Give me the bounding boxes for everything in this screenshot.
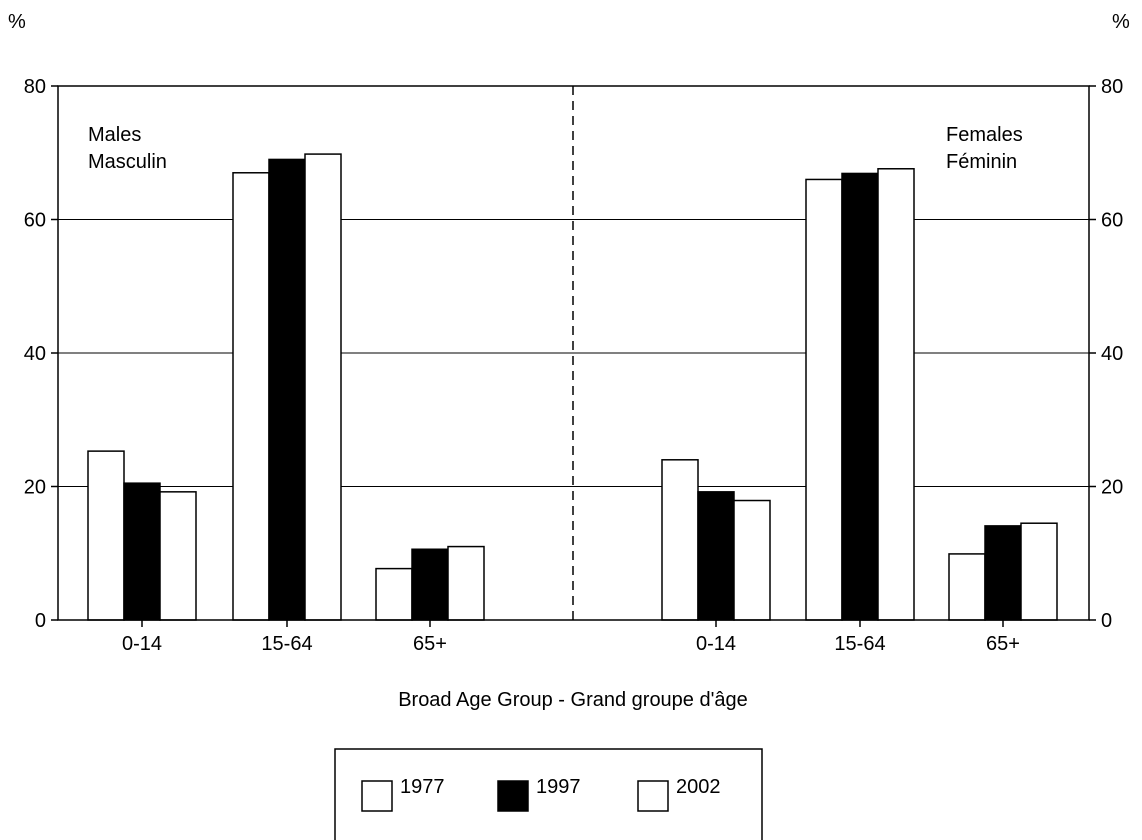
x-tick-label: 65+ [986, 633, 1020, 655]
y-tick-label-left: 20 [24, 477, 46, 499]
legend-label-1977: 1977 [400, 776, 445, 798]
panel-label-males-line1: Males [88, 124, 141, 146]
x-tick-label: 15-64 [261, 633, 312, 655]
bar-1997-15-64 [268, 158, 306, 621]
panel-label-males-line2: Masculin [88, 151, 167, 173]
x-axis-title: Broad Age Group - Grand groupe d'âge [398, 689, 748, 711]
y-tick-label-right: 0 [1101, 610, 1112, 632]
y-tick-label-left: 80 [24, 76, 46, 98]
bar-1977-65+ [948, 553, 986, 621]
bar-2002-15-64 [877, 168, 915, 621]
legend-label-2002: 2002 [676, 776, 721, 798]
bar-1977-0-14 [661, 459, 699, 621]
x-tick-label: 0-14 [122, 633, 162, 655]
legend-swatch-2002 [637, 780, 669, 812]
bar-1977-0-14 [87, 450, 125, 621]
bar-1977-65+ [375, 567, 413, 621]
bar-1997-65+ [984, 525, 1022, 621]
x-tick-label: 0-14 [696, 633, 736, 655]
bar-1997-0-14 [123, 482, 161, 621]
legend-swatch-1997 [497, 780, 529, 812]
bar-1977-15-64 [232, 172, 270, 621]
bar-2002-0-14 [159, 491, 197, 621]
x-tick-label: 15-64 [834, 633, 885, 655]
y-tick-label-right: 40 [1101, 343, 1123, 365]
y-ticks-left: 0 20 40 60 80 [24, 76, 58, 632]
panel-label-females-line2: Féminin [946, 151, 1017, 173]
bar-1997-15-64 [841, 172, 879, 621]
y-tick-label-right: 60 [1101, 210, 1123, 232]
bar-1997-0-14 [697, 491, 735, 621]
bar-2002-0-14 [733, 499, 771, 621]
y-axis-unit-left: % [8, 11, 26, 33]
x-ticks: 0-14 15-64 65+ 0-14 15-64 65+ [122, 620, 1020, 655]
panel-label-females-line1: Females [946, 124, 1023, 146]
legend: 1977 1997 2002 [334, 748, 763, 840]
bar-2002-65+ [1020, 522, 1058, 621]
y-tick-label-left: 60 [24, 210, 46, 232]
bar-2002-65+ [447, 545, 485, 621]
y-tick-label-right: 80 [1101, 76, 1123, 98]
y-ticks-right: 0 20 40 60 80 [1089, 76, 1123, 632]
bar-2002-15-64 [304, 153, 342, 621]
bar-1977-15-64 [805, 178, 843, 621]
legend-swatch-1977 [361, 780, 393, 812]
bars [87, 153, 1058, 621]
bar-1997-65+ [411, 548, 449, 621]
y-tick-label-left: 40 [24, 343, 46, 365]
y-tick-label-right: 20 [1101, 477, 1123, 499]
legend-label-1997: 1997 [536, 776, 581, 798]
y-tick-label-left: 0 [35, 610, 46, 632]
x-tick-label: 65+ [413, 633, 447, 655]
y-axis-unit-right: % [1112, 11, 1130, 33]
legend-box [334, 748, 763, 840]
gridlines [58, 219, 1089, 487]
